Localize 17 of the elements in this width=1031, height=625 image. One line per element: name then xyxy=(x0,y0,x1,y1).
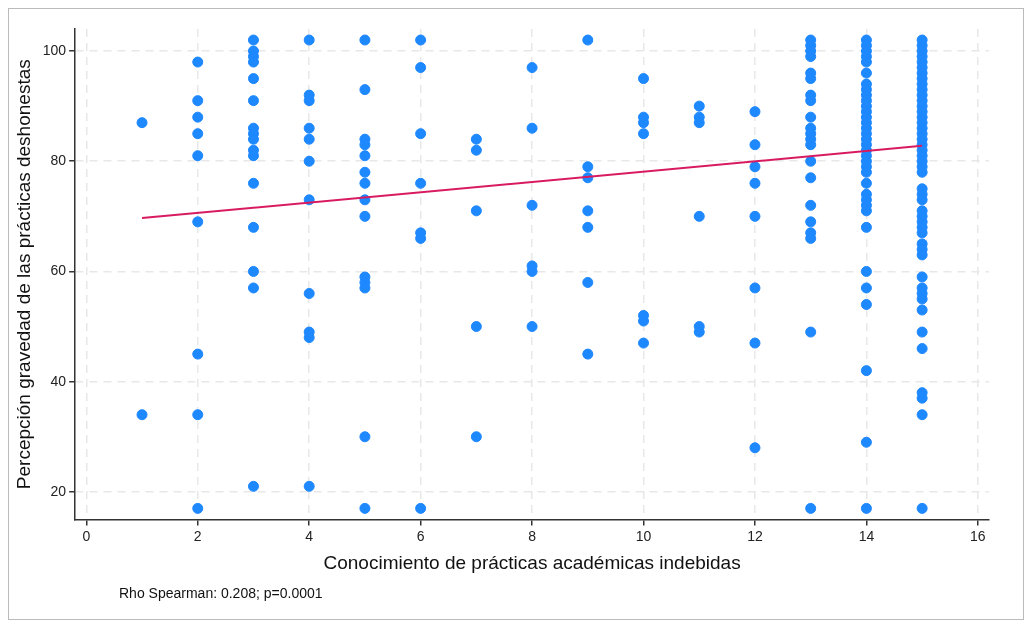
x-tick-label: 0 xyxy=(82,527,91,544)
x-axis-title: Conocimiento de prácticas académicas indebidas xyxy=(323,551,741,573)
x-tick-label: 8 xyxy=(528,527,537,544)
x-tick-label: 16 xyxy=(970,527,986,544)
x-tick-label: 6 xyxy=(416,527,425,544)
y-tick-label: 80 xyxy=(50,152,67,169)
y-tick-label: 100 xyxy=(42,41,67,58)
x-tick-label: 12 xyxy=(747,527,763,544)
y-tick-label: 40 xyxy=(50,372,67,389)
y-axis-title: Percepción gravedad de las prácticas deshonestas xyxy=(12,59,34,490)
x-tick-label: 10 xyxy=(635,527,652,544)
y-tick-label: 60 xyxy=(50,262,67,279)
x-tick-label: 4 xyxy=(305,527,314,544)
x-tick-label: 14 xyxy=(858,527,875,544)
x-tick-label: 2 xyxy=(193,527,202,544)
text: Rho Spearman: 0.208; p=0.0001 xyxy=(119,585,323,601)
y-tick-label: 20 xyxy=(50,482,67,499)
